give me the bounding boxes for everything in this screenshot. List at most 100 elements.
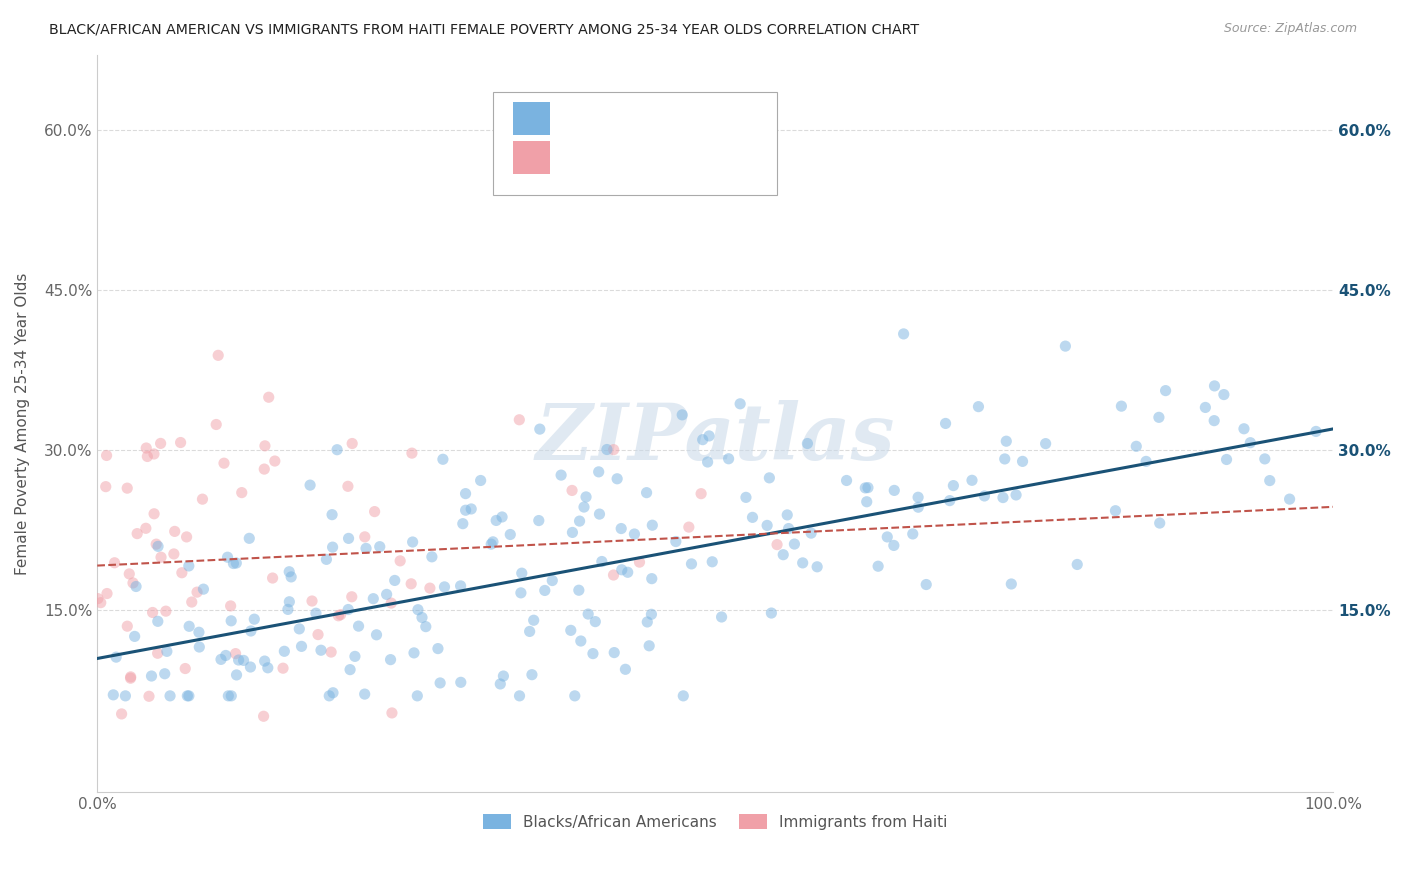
Point	[523, 613, 546, 627]
Point	[337, 602, 360, 616]
Point	[938, 493, 960, 508]
Point	[855, 495, 877, 509]
Point	[288, 622, 311, 636]
Point	[697, 429, 720, 443]
Point	[105, 650, 128, 665]
Point	[509, 689, 531, 703]
Point	[509, 586, 531, 600]
Point	[1258, 474, 1281, 488]
Point	[301, 594, 323, 608]
Point	[353, 687, 375, 701]
Point	[623, 527, 645, 541]
Point	[1011, 454, 1033, 468]
FancyBboxPatch shape	[513, 141, 550, 174]
Point	[125, 579, 148, 593]
Text: N = 198: N = 198	[669, 111, 737, 125]
Point	[115, 481, 138, 495]
Point	[347, 619, 370, 633]
Point	[575, 490, 598, 504]
Point	[399, 577, 422, 591]
Point	[883, 483, 905, 498]
Point	[710, 610, 733, 624]
Point	[401, 446, 423, 460]
Point	[124, 629, 146, 643]
Point	[363, 505, 385, 519]
Point	[191, 492, 214, 507]
Point	[177, 689, 200, 703]
Point	[1204, 414, 1226, 428]
Point	[278, 565, 301, 579]
Point	[973, 489, 995, 503]
Point	[901, 527, 924, 541]
Point	[415, 620, 437, 634]
Point	[328, 608, 350, 623]
Point	[263, 454, 285, 468]
Point	[321, 508, 343, 522]
Point	[142, 606, 165, 620]
Point	[628, 555, 651, 569]
Point	[796, 436, 818, 450]
Point	[146, 540, 169, 554]
Point	[541, 574, 564, 588]
Point	[1147, 410, 1170, 425]
Point	[239, 660, 262, 674]
Point	[232, 653, 254, 667]
Point	[419, 581, 441, 595]
Point	[253, 654, 276, 668]
Point	[231, 485, 253, 500]
Point	[1035, 436, 1057, 450]
Point	[420, 549, 443, 564]
Point	[174, 661, 197, 675]
Point	[560, 624, 582, 638]
Point	[692, 433, 714, 447]
Point	[110, 706, 132, 721]
Point	[225, 647, 247, 661]
Point	[1125, 439, 1147, 453]
Point	[343, 649, 366, 664]
Point	[239, 624, 262, 638]
Point	[636, 485, 658, 500]
Point	[326, 442, 349, 457]
Text: R = 0.092: R = 0.092	[561, 149, 644, 164]
Point	[256, 661, 278, 675]
Point	[118, 566, 141, 581]
Point	[156, 644, 179, 658]
Point	[450, 579, 472, 593]
Point	[883, 538, 905, 552]
Point	[253, 439, 276, 453]
Point	[1194, 401, 1216, 415]
Point	[1066, 558, 1088, 572]
Point	[1054, 339, 1077, 353]
Point	[402, 646, 425, 660]
Point	[967, 400, 990, 414]
Y-axis label: Female Poverty Among 25-34 Year Olds: Female Poverty Among 25-34 Year Olds	[15, 272, 30, 574]
Point	[170, 566, 193, 580]
Point	[778, 522, 800, 536]
Point	[120, 670, 142, 684]
Point	[636, 615, 658, 629]
Point	[322, 686, 344, 700]
Point	[454, 503, 477, 517]
Point	[907, 490, 929, 504]
Point	[217, 550, 239, 565]
Point	[401, 535, 423, 549]
Point	[568, 583, 591, 598]
Point	[381, 706, 404, 720]
Point	[186, 585, 208, 599]
Point	[510, 566, 533, 581]
Point	[1239, 435, 1261, 450]
Point	[1233, 422, 1256, 436]
Point	[363, 591, 385, 606]
Point	[141, 669, 163, 683]
Point	[583, 615, 606, 629]
Point	[616, 566, 638, 580]
Point	[429, 676, 451, 690]
Point	[564, 689, 586, 703]
Point	[776, 508, 799, 522]
Point	[228, 653, 250, 667]
Point	[207, 348, 229, 362]
Point	[380, 653, 402, 667]
Point	[219, 614, 242, 628]
Point	[671, 408, 693, 422]
Point	[340, 590, 363, 604]
